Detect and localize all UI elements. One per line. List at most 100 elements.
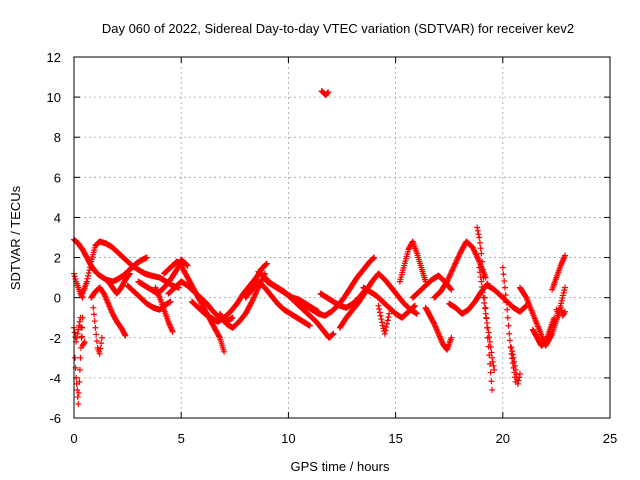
data-point (561, 284, 568, 291)
data-point (410, 303, 417, 310)
data-point (98, 334, 105, 341)
data-point (511, 358, 518, 365)
data-point (501, 277, 508, 284)
data-point (77, 354, 84, 361)
data-point (489, 354, 496, 361)
data-point (483, 315, 490, 322)
data-point (447, 285, 454, 292)
data-point (490, 362, 497, 369)
data-point (448, 286, 455, 293)
data-point (476, 264, 483, 271)
data-point (477, 273, 484, 280)
data-point (86, 264, 93, 271)
data-point (510, 354, 517, 361)
data-point (506, 330, 513, 337)
data-point (512, 366, 519, 373)
data-point (378, 316, 385, 323)
data-point (522, 303, 529, 310)
data-point (71, 329, 78, 336)
data-point (558, 307, 565, 314)
data-point (75, 326, 82, 333)
data-point (478, 250, 485, 257)
data-point (183, 261, 190, 268)
data-point (383, 324, 390, 331)
data-track (431, 238, 489, 301)
data-point (91, 318, 98, 325)
data-point (511, 362, 518, 369)
data-point (75, 400, 82, 407)
data-track (499, 264, 519, 385)
data-point (78, 293, 85, 300)
data-point (121, 331, 128, 338)
x-tick-label: 20 (496, 431, 510, 446)
data-track (484, 282, 530, 315)
data-point (85, 272, 92, 279)
data-point (476, 234, 483, 241)
data-point (506, 337, 513, 344)
data-point (486, 334, 493, 341)
data-point (502, 291, 509, 298)
data-track (88, 284, 129, 339)
data-point (71, 273, 78, 280)
data-point (384, 317, 391, 324)
data-point (516, 374, 523, 381)
data-track (105, 270, 133, 297)
data-track (375, 302, 393, 337)
data-point (324, 90, 331, 97)
data-point (477, 245, 484, 252)
data-track (553, 304, 568, 319)
data-point (474, 224, 481, 231)
y-tick-label: -2 (49, 331, 61, 346)
data-point (375, 302, 382, 309)
data-point (481, 300, 488, 307)
data-point (376, 306, 383, 313)
data-point (484, 320, 491, 327)
data-point (482, 304, 489, 311)
data-track (409, 272, 455, 301)
data-point (558, 297, 565, 304)
data-point (76, 366, 83, 373)
data-point (411, 302, 418, 309)
data-point (381, 330, 388, 337)
y-axis-ticks: -6 -4 -2 0 2 4 6 8 10 12 (47, 50, 610, 426)
data-point (74, 393, 81, 400)
data-point (379, 319, 386, 326)
data-point (489, 386, 496, 393)
data-point (522, 303, 529, 310)
data-point (83, 278, 90, 285)
data-point (508, 344, 515, 351)
data-point (126, 271, 133, 278)
data-point (561, 308, 568, 315)
data-point (169, 328, 176, 335)
data-track (71, 270, 86, 301)
data-point (479, 266, 486, 273)
data-point (379, 322, 386, 329)
data-point (325, 89, 332, 96)
data-track (422, 304, 455, 353)
data-point (487, 369, 494, 376)
data-point (561, 287, 568, 294)
data-point (515, 377, 522, 384)
data-point (87, 261, 94, 268)
data-point (489, 358, 496, 365)
x-tick-label: 15 (388, 431, 402, 446)
data-point (183, 261, 190, 268)
data-point (503, 299, 510, 306)
data-track (242, 278, 313, 329)
data-point (491, 366, 498, 373)
data-point (516, 370, 523, 377)
data-point (476, 269, 483, 276)
data-point (73, 334, 80, 341)
y-tick-label: -6 (49, 411, 61, 426)
data-point (81, 340, 88, 347)
data-point (475, 231, 482, 238)
data-track (124, 282, 174, 313)
data-point (377, 312, 384, 319)
data-point (484, 324, 491, 331)
plot-border (73, 56, 611, 419)
data-point (504, 306, 511, 313)
data-track (135, 256, 191, 297)
x-axis-label: GPS time / hours (291, 459, 390, 474)
data-point (486, 338, 493, 345)
data-point (561, 310, 568, 317)
